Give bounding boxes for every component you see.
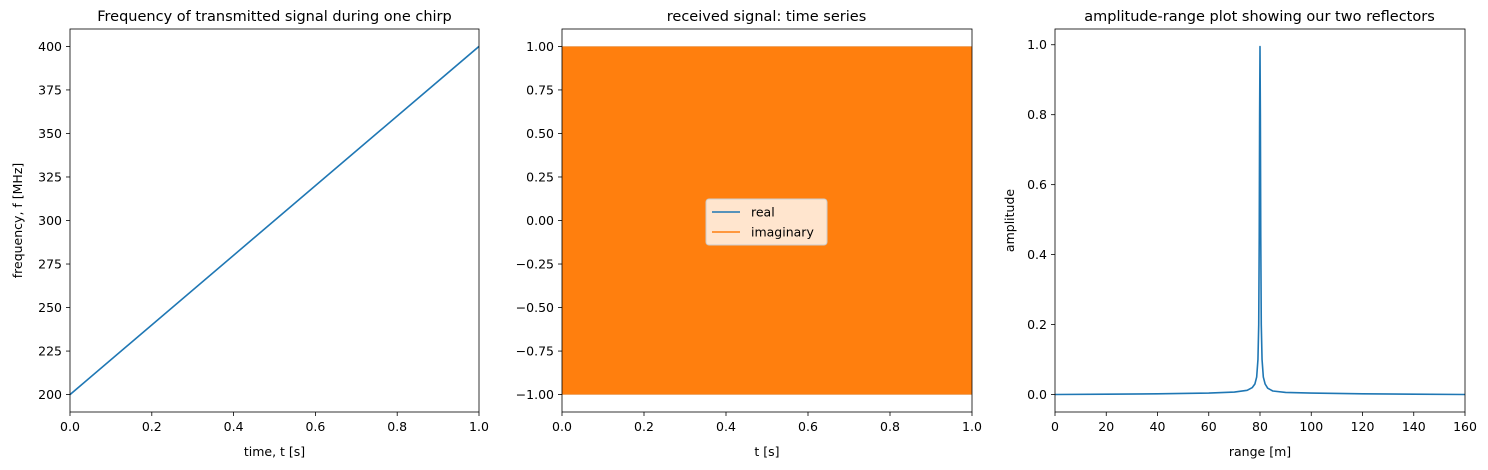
legend-label-real: real	[751, 205, 775, 220]
x-axis: 0 20 40 60 80 100 120 140 160	[1051, 412, 1477, 434]
x-tick-label: 120	[1351, 419, 1375, 434]
chart-amplitude-range: amplitude-range plot showing our two ref…	[1002, 9, 1477, 459]
y-tick-label: 225	[38, 344, 62, 359]
x-tick-label: 40	[1150, 419, 1166, 434]
y-tick-label: 275	[38, 257, 62, 272]
x-tick-label: 140	[1402, 419, 1426, 434]
x-tick-label: 0.0	[552, 419, 572, 434]
x-tick-label: 0.2	[142, 419, 162, 434]
x-axis-label: t [s]	[754, 444, 779, 459]
x-tick-label: 160	[1453, 419, 1477, 434]
x-tick-label: 0	[1051, 419, 1059, 434]
y-tick-label: −0.50	[516, 300, 554, 315]
legend: real imaginary	[705, 198, 828, 246]
y-tick-label: 0.50	[526, 126, 554, 141]
y-tick-label: 1.00	[526, 39, 554, 54]
x-axis-label: time, t [s]	[244, 444, 305, 459]
x-tick-label: 0.8	[880, 419, 900, 434]
legend-label-imaginary: imaginary	[751, 225, 814, 240]
y-tick-label: 0.25	[526, 169, 554, 184]
y-axis: 200 225 250 275 300 325 350 375 400	[38, 39, 70, 402]
y-axis: 0.0 0.2 0.4 0.6 0.8 1.0	[1027, 37, 1055, 402]
series-line	[70, 45, 479, 396]
plot-area	[562, 46, 972, 395]
x-tick-label: 20	[1098, 419, 1114, 434]
x-tick-label: 0.4	[716, 419, 736, 434]
x-tick-label: 0.2	[634, 419, 654, 434]
y-tick-label: 1.0	[1027, 37, 1047, 52]
y-tick-label: 325	[38, 169, 62, 184]
x-axis-label: range [m]	[1229, 444, 1291, 459]
y-tick-label: 400	[38, 39, 62, 54]
y-tick-label: 0.00	[526, 213, 554, 228]
y-tick-label: 200	[38, 387, 62, 402]
x-tick-label: 1.0	[962, 419, 982, 434]
y-tick-label: 0.8	[1027, 107, 1047, 122]
y-axis-label: amplitude	[1002, 189, 1017, 252]
y-tick-label: 375	[38, 82, 62, 97]
y-tick-label: 350	[38, 126, 62, 141]
y-tick-label: 0.0	[1027, 387, 1047, 402]
y-tick-label: −1.00	[516, 387, 554, 402]
y-tick-label: 300	[38, 213, 62, 228]
x-tick-label: 1.0	[469, 419, 489, 434]
plot-area	[1055, 45, 1465, 396]
y-tick-label: 0.75	[526, 82, 554, 97]
chart-received-signal: received signal: time series 0.0 0.2 0.4 0.…	[516, 9, 982, 459]
y-tick-label: 0.4	[1027, 247, 1047, 262]
x-axis: 0.0 0.2 0.4 0.6 0.8 1.0	[60, 412, 489, 434]
y-axis: −1.00 −0.75 −0.50 −0.25 0.00 0.25 0.50 0.75 1.00	[516, 39, 562, 402]
x-tick-label: 80	[1252, 419, 1268, 434]
y-tick-label: −0.75	[516, 344, 554, 359]
x-tick-label: 100	[1299, 419, 1323, 434]
x-tick-label: 60	[1201, 419, 1217, 434]
y-axis-label: frequency, f [MHz]	[10, 163, 25, 279]
x-axis: 0.0 0.2 0.4 0.6 0.8 1.0	[552, 412, 982, 434]
y-tick-label: 0.6	[1027, 177, 1047, 192]
chart-frequency-chirp: Frequency of transmitted signal during o…	[10, 9, 489, 459]
chart-title: amplitude-range plot showing our two ref…	[1084, 9, 1435, 25]
y-tick-label: 0.2	[1027, 317, 1047, 332]
series-line	[1055, 45, 1465, 396]
y-tick-label: 250	[38, 300, 62, 315]
chart-title: Frequency of transmitted signal during o…	[97, 9, 451, 25]
legend-box	[705, 198, 828, 246]
plot-area	[70, 45, 479, 396]
x-tick-label: 0.0	[60, 419, 80, 434]
x-tick-label: 0.6	[305, 419, 325, 434]
x-tick-label: 0.8	[387, 419, 407, 434]
y-tick-label: −0.25	[516, 257, 554, 272]
x-tick-label: 0.4	[224, 419, 244, 434]
chart-title: received signal: time series	[667, 9, 867, 25]
x-tick-label: 0.6	[798, 419, 818, 434]
